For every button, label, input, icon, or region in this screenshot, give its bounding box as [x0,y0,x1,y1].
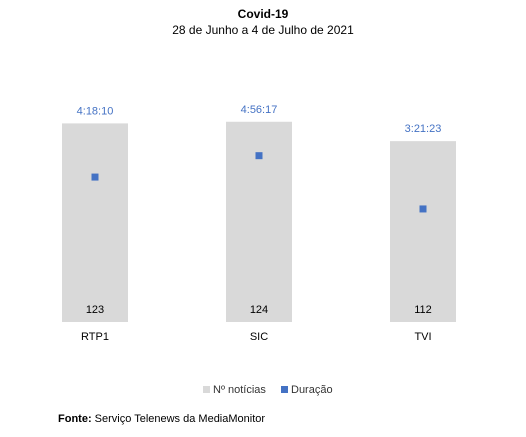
source-text: Serviço Telenews da MediaMonitor [91,413,266,425]
bar-tvi [390,141,456,322]
chart-subtitle: 28 de Junho a 4 de Julho de 2021 [172,23,354,37]
legend: Nº notícias Duração [203,384,333,396]
legend-label-duration: Duração [291,384,333,396]
count-label-rtp1: 123 [86,304,104,316]
bar-rtp1 [62,123,128,322]
duration-point-rtp1 [91,173,99,181]
duration-point-sic [255,152,263,160]
legend-label-news: Nº notícias [213,384,266,396]
count-label-tvi: 112 [414,304,432,316]
duration-label-sic: 4:56:17 [241,104,278,116]
count-label-sic: 124 [250,304,268,316]
bar-sic [226,121,292,322]
legend-swatch-news [203,386,210,393]
source-label: Fonte: [58,413,92,425]
duration-point-tvi [419,205,427,213]
plot-area: 123 RTP1 4:18:10 124 SIC 4:56:17 112 TVI 3:21:23 [62,104,456,343]
source-note: Fonte: Serviço Telenews da MediaMonitor [58,413,265,425]
duration-label-tvi: 3:21:23 [405,123,442,135]
duration-label-rtp1: 4:18:10 [77,105,114,117]
category-label-sic: SIC [250,331,268,343]
chart-title: Covid-19 [238,7,289,21]
category-label-rtp1: RTP1 [81,331,109,343]
legend-swatch-duration [281,386,288,393]
category-label-tvi: TVI [414,331,431,343]
